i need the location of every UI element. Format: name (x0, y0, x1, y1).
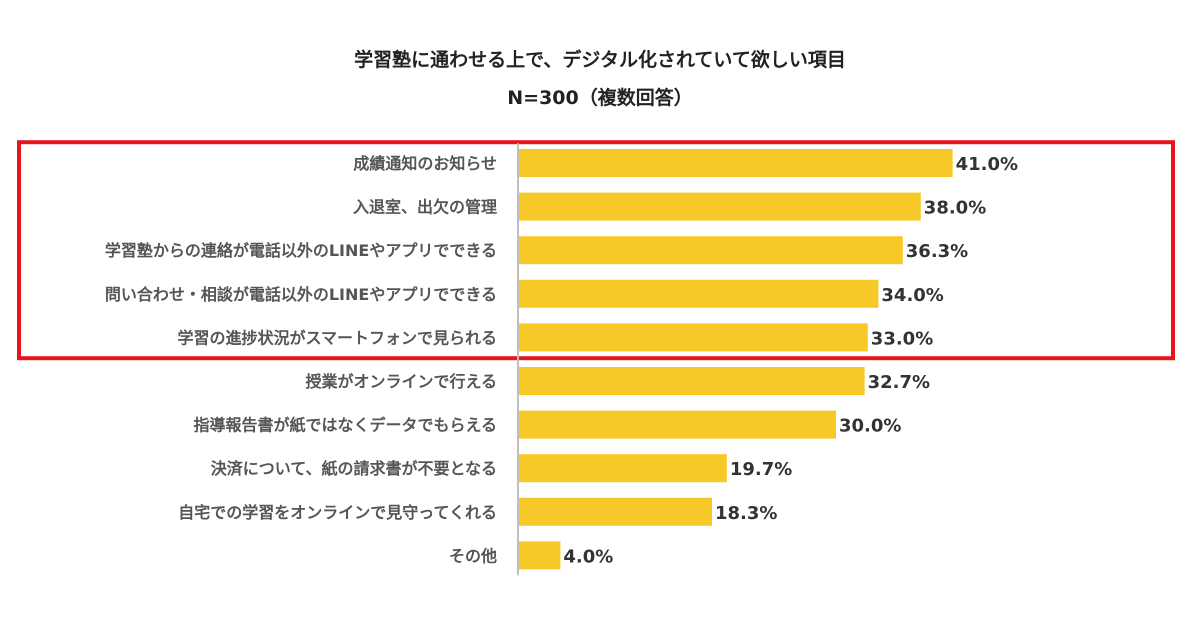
category-label: 成績通知のお知らせ (353, 154, 497, 173)
bar (518, 279, 879, 308)
bar (518, 497, 712, 526)
value-label: 32.7% (868, 372, 930, 393)
value-label: 41.0% (956, 154, 1018, 175)
category-label: 学習塾からの連絡が電話以外のLINEやアプリでできる (105, 241, 497, 260)
bar (518, 192, 921, 221)
category-label: 問い合わせ・相談が電話以外のLINEやアプリでできる (105, 285, 497, 304)
category-label: 決済について、紙の請求書が不要となる (211, 459, 497, 478)
category-label: 指導報告書が紙ではなくデータでもらえる (193, 416, 497, 435)
category-label: 学習の進捗状況がスマートフォンで見られる (177, 328, 497, 347)
category-label: その他 (449, 546, 497, 565)
bar (518, 410, 836, 439)
category-label: 自宅での学習をオンラインで見守ってくれる (178, 503, 497, 522)
value-label: 34.0% (881, 285, 943, 306)
value-label: 18.3% (715, 503, 777, 524)
chart-subtitle: N=300（複数回答） (507, 87, 693, 109)
value-label: 30.0% (839, 416, 901, 437)
value-label: 19.7% (730, 459, 792, 480)
value-label: 33.0% (871, 328, 933, 349)
bar (518, 541, 561, 570)
bar (518, 454, 727, 483)
bar (518, 236, 903, 265)
highlight-box (17, 140, 1175, 361)
value-label: 38.0% (924, 198, 986, 219)
bar (518, 149, 953, 177)
bar (518, 323, 868, 352)
chart-title: 学習塾に通わせる上で、デジタル化されていて欲しい項目 (354, 49, 846, 71)
value-label: 4.0% (563, 546, 613, 567)
value-label: 36.3% (906, 241, 968, 262)
category-label: 入退室、出欠の管理 (353, 198, 497, 217)
category-label: 授業がオンラインで行える (305, 372, 497, 391)
bar (518, 367, 865, 395)
